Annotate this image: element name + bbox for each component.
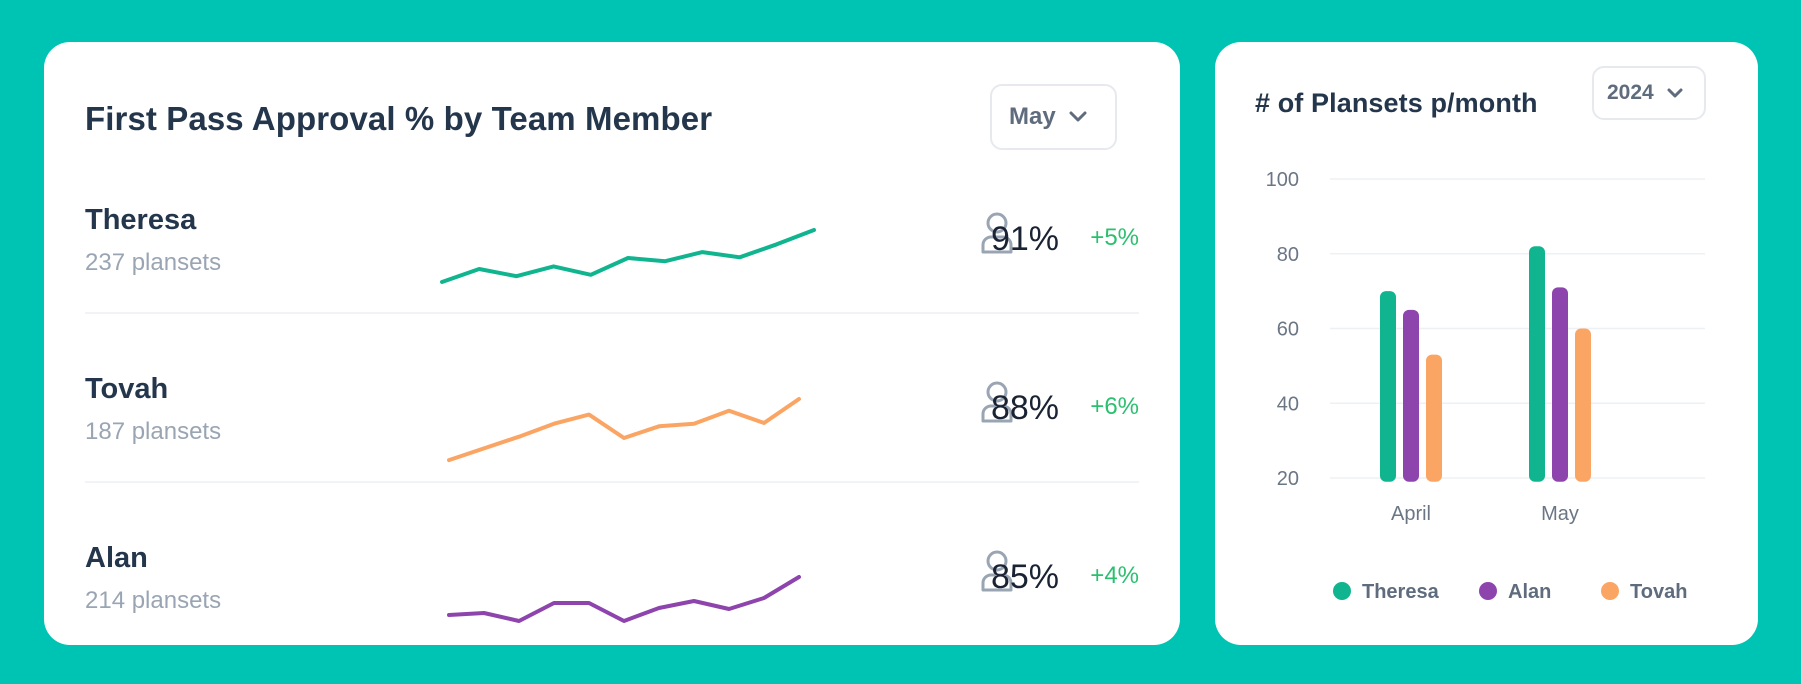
- member-plansets-count: 187 plansets: [85, 418, 222, 445]
- legend-dot: [1601, 582, 1619, 600]
- member-row-theresa: Theresa 237 plansets 91% +5%: [85, 174, 1139, 314]
- member-plansets-count: 237 plansets: [85, 249, 222, 276]
- sparkline-line: [440, 228, 816, 284]
- legend-label: Tovah: [1630, 581, 1687, 603]
- user-icon: [981, 550, 1013, 592]
- month-dropdown-value: May: [1009, 103, 1056, 130]
- bar-theresa: [1529, 246, 1545, 482]
- approval-percent: 91%: [990, 220, 1059, 258]
- approval-card: First Pass Approval % by Team Member May…: [44, 42, 1180, 645]
- y-tick-label: 100: [1266, 169, 1299, 191]
- x-tick-label: April: [1391, 503, 1431, 525]
- member-name: Alan: [85, 542, 148, 574]
- plansets-card-title: # of Plansets p/month: [1255, 88, 1538, 118]
- plansets-bar-chart: 100 80 60 40 20 April May Theresa Alan Tovah: [1266, 169, 1705, 603]
- bar-theresa: [1380, 291, 1396, 482]
- user-icon: [981, 381, 1013, 423]
- sparkline-chart: [440, 228, 816, 284]
- chevron-down-icon: [1667, 88, 1683, 98]
- y-tick-label: 80: [1277, 244, 1299, 266]
- member-plansets-count: 214 plansets: [85, 587, 222, 614]
- bar-alan: [1403, 309, 1419, 482]
- approval-delta: +5%: [1090, 224, 1139, 251]
- sparkline-chart: [447, 397, 801, 463]
- bar-alan: [1552, 287, 1568, 482]
- bar-tovah: [1426, 354, 1442, 482]
- sparkline-line: [447, 575, 801, 623]
- legend-dot: [1479, 582, 1497, 600]
- y-tick-label: 60: [1277, 319, 1299, 341]
- member-row-alan: Alan 214 plansets 85% +4%: [85, 512, 1139, 652]
- sparkline-line: [447, 397, 801, 463]
- legend-label: Theresa: [1362, 581, 1440, 603]
- y-tick-label: 40: [1277, 393, 1299, 415]
- approval-delta: +6%: [1090, 393, 1139, 420]
- year-dropdown-value: 2024: [1607, 81, 1654, 104]
- approval-delta: +4%: [1090, 562, 1139, 589]
- legend-dot: [1333, 582, 1351, 600]
- member-row-tovah: Tovah 187 plansets 88% +6%: [85, 343, 1139, 483]
- year-dropdown[interactable]: 2024: [1592, 66, 1706, 120]
- approval-card-title: First Pass Approval % by Team Member: [85, 100, 713, 137]
- sparkline-chart: [447, 575, 801, 623]
- chevron-down-icon: [1069, 111, 1087, 122]
- member-name: Tovah: [85, 373, 169, 405]
- user-icon: [981, 212, 1013, 254]
- member-name: Theresa: [85, 204, 197, 236]
- legend-label: Alan: [1508, 581, 1551, 603]
- month-dropdown[interactable]: May: [990, 84, 1117, 150]
- y-tick-label: 20: [1277, 468, 1299, 490]
- approval-percent: 88%: [990, 389, 1059, 427]
- approval-percent: 85%: [990, 558, 1059, 596]
- x-tick-label: May: [1541, 503, 1579, 525]
- bar-tovah: [1575, 328, 1591, 482]
- plansets-card: # of Plansets p/month 2024 100 80 60 40 20 Ap…: [1215, 42, 1758, 645]
